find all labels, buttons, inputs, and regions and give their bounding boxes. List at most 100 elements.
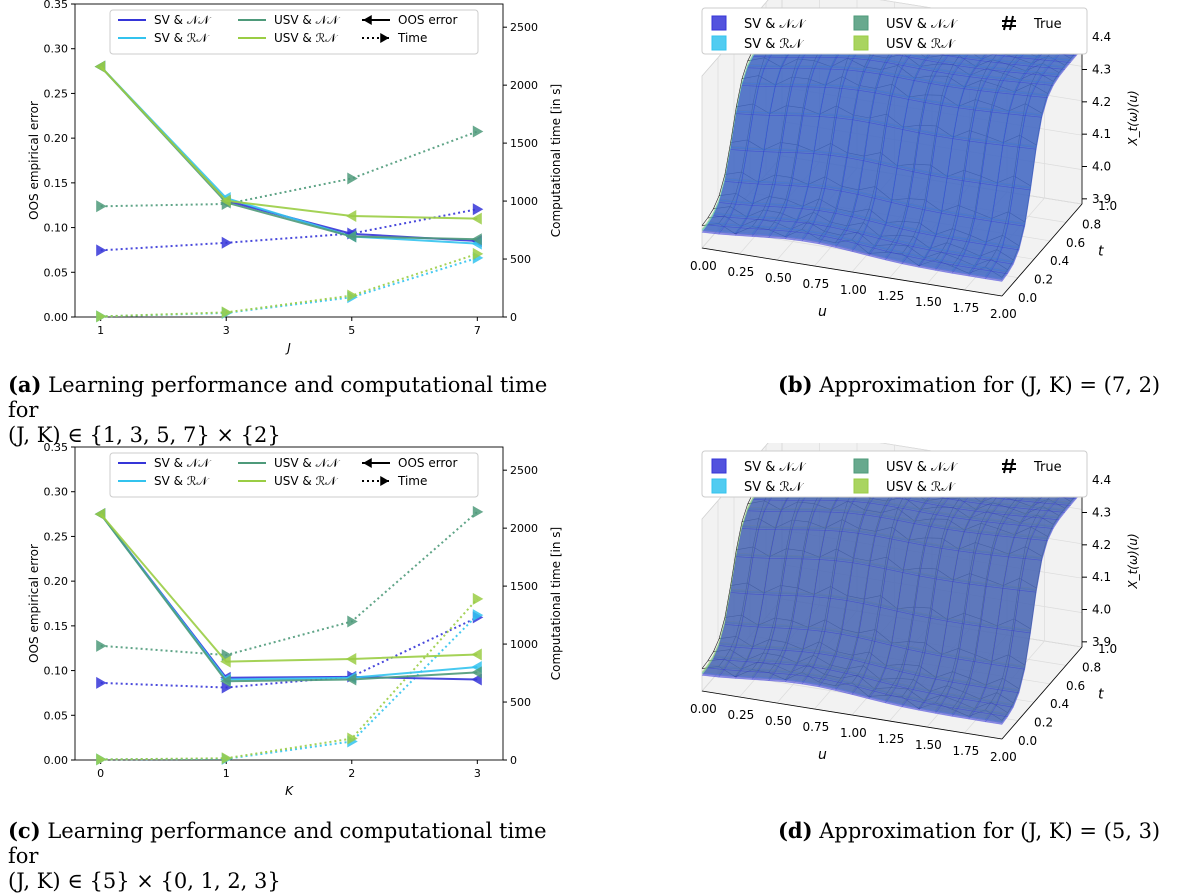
time-line-sv_nn: [100, 208, 478, 252]
u-tick-label: 2.00: [990, 307, 1017, 321]
time-marker-sv_nn: [221, 681, 233, 694]
time-marker-usv_rn: [347, 289, 358, 302]
time-marker-usv_nn: [347, 615, 358, 628]
error-marker-usv_nn: [471, 233, 482, 246]
error-marker-usv_nn: [220, 675, 231, 688]
u-tick-label: 1.75: [953, 744, 980, 758]
time-line-usv_nn: [100, 511, 478, 657]
legend-swatch-usv_nn: [853, 15, 869, 31]
y-tick-label: 0.25: [44, 87, 69, 100]
t-tick-label: 0.6: [1066, 679, 1085, 693]
caption-a: (a) Learning performance and computation…: [8, 372, 578, 448]
hatch-line: [1009, 458, 1014, 474]
time-marker-sv_nn: [221, 236, 233, 249]
legend-marker-oos: [363, 458, 372, 468]
caption-d: (d) Approximation for (J, K) = (5, 3): [778, 818, 1178, 844]
t-tick-label: 0.2: [1034, 273, 1053, 287]
y-tick-label: 0.30: [44, 43, 69, 56]
t-axis: [1001, 646, 1083, 740]
u-axis-label: u: [818, 747, 827, 763]
surface-chart-b: 0.00 0.25 0.50 0.75 1.00 1.25 1.50 1.75 2.00 u 0.0…: [640, 0, 1179, 365]
u-tick-label: 0.25: [728, 265, 755, 279]
line-chart-c-svg: 0.00 0.05 0.10 0.15 0.20 0.25 0.30 0.35 0 500 1000…: [27, 441, 563, 798]
legend-swatch-usv_nn: [853, 458, 869, 474]
y2-tick-label: 1000: [510, 638, 538, 651]
u-tick-label: 1.50: [915, 738, 942, 752]
time-marker-usv_rn: [472, 592, 484, 605]
caption-a-line1: Learning performance and computational t…: [8, 373, 548, 422]
error-marker-usv_nn: [345, 230, 357, 243]
y-tick-label: 0.30: [44, 486, 69, 499]
u-tick-label: 0.75: [803, 277, 830, 291]
legend-marker-oos: [363, 15, 372, 25]
t-tick-label: 0.4: [1050, 697, 1069, 711]
caption-d-tag: (d): [778, 818, 813, 843]
surface-chart-b-svg: 0.00 0.25 0.50 0.75 1.00 1.25 1.50 1.75 2.00 u 0.0…: [690, 0, 1140, 321]
time-marker-sv_nn: [96, 676, 107, 689]
legend-swatch-sv_rn: [711, 35, 727, 51]
y2-axis-label: Computational time [in s]: [549, 84, 563, 237]
y2-axis-label: Computational time [in s]: [549, 527, 563, 680]
time-line-usv_nn: [100, 130, 478, 208]
caption-d-line1: Approximation for (J, K) = (5, 3): [819, 819, 1161, 843]
legend-swatch-sv_nn: [711, 15, 727, 31]
x-tick-label: 0: [97, 767, 104, 780]
y2-tick-label: 2500: [510, 464, 538, 477]
line-chart-c: 0.00 0.05 0.10 0.15 0.20 0.25 0.30 0.35 0 500 1000…: [0, 441, 590, 808]
legend-label-usv_rn: USV & ℛ𝒩: [274, 31, 339, 45]
caption-c-tag: (c): [8, 818, 41, 843]
y-tick-label: 0.05: [44, 266, 69, 279]
t-axis-label: t: [1098, 243, 1104, 259]
caption-c-line2: (J, K) ∈ {5} × {0, 1, 2, 3}: [8, 869, 281, 893]
surface-facet-sv_nn: [984, 270, 1009, 282]
caption-c-line1: Learning performance and computational t…: [8, 819, 547, 868]
error-marker-usv_nn: [345, 673, 357, 686]
u-tick-label: 2.00: [990, 750, 1017, 764]
z-tick-label: 4.1: [1092, 127, 1111, 141]
time-line-usv_rn: [100, 598, 479, 761]
time-marker-usv_nn: [347, 172, 358, 185]
y2-tick-label: 2000: [510, 79, 538, 92]
legend-label-usv_rn: USV & ℛ𝒩: [886, 480, 956, 495]
error-line-usv_rn: [99, 513, 478, 663]
legend-label-sv_nn: SV & 𝒩𝒩: [744, 460, 807, 475]
legend-box: [701, 7, 1088, 55]
y2-tick-label: 1000: [510, 195, 538, 208]
plot-frame: [74, 446, 504, 761]
legend-label-sv_rn: SV & ℛ𝒩: [154, 31, 210, 45]
time-marker-sv_nn: [472, 203, 484, 216]
y-tick-label: 0.00: [44, 311, 69, 324]
x-tick-label: 1: [97, 324, 104, 337]
x-tick-label: 3: [223, 324, 230, 337]
u-tick-label: 1.25: [878, 732, 905, 746]
legend-swatch-usv_rn: [853, 478, 869, 494]
z-tick-label: 4.2: [1092, 95, 1111, 109]
legend-swatch-sv_rn: [711, 478, 727, 494]
legend-label-true: True: [1033, 460, 1062, 475]
y-tick-label: 0.00: [44, 754, 69, 767]
y2-tick-label: 1500: [510, 580, 538, 593]
legend-marker-time: [380, 476, 389, 486]
u-tick-label: 1.00: [840, 726, 867, 740]
u-tick-label: 0.50: [765, 271, 792, 285]
z-axis-label: X_t(ω)(u): [1126, 533, 1140, 589]
error-marker-usv_rn: [345, 209, 357, 222]
caption-b: (b) Approximation for (J, K) = (7, 2): [778, 372, 1178, 398]
time-marker-sv_nn: [96, 244, 107, 257]
y-tick-label: 0.25: [44, 530, 69, 543]
y-tick-label: 0.35: [44, 443, 69, 454]
t-tick-label: 0.2: [1034, 716, 1053, 730]
legend-swatch-sv_nn: [711, 458, 727, 474]
time-marker-usv_rn: [221, 752, 233, 765]
y-tick-label: 0.10: [44, 665, 69, 678]
legend-label-usv_rn: USV & ℛ𝒩: [886, 37, 956, 52]
u-tick-label: 0.75: [803, 720, 830, 734]
caption-b-tag: (b): [778, 372, 813, 397]
legend-label-sv_rn: SV & ℛ𝒩: [744, 37, 805, 52]
y2-tick-label: 2000: [510, 522, 538, 535]
x-tick-label: 5: [348, 324, 355, 337]
u-tick-label: 0.50: [765, 714, 792, 728]
x-tick-label: 2: [348, 767, 355, 780]
t-tick-label: 0.6: [1066, 236, 1085, 250]
y2-tick-label: 2500: [510, 21, 538, 34]
